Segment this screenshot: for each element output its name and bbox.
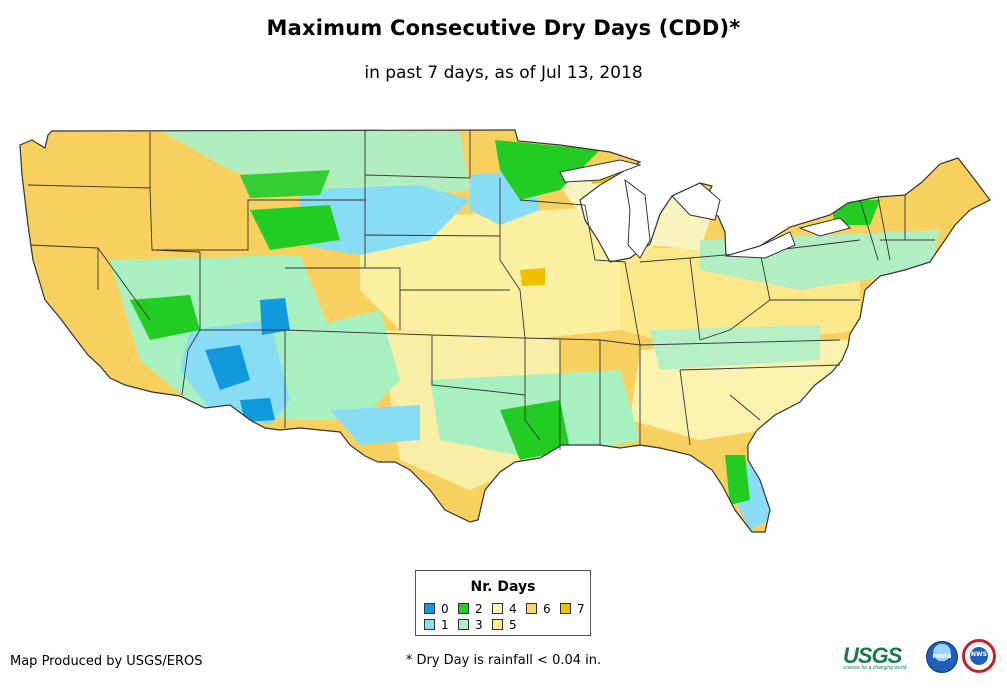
usgs-logo-text: USGS xyxy=(843,643,902,668)
legend-swatch-2 xyxy=(458,603,469,614)
legend-swatch-0 xyxy=(424,603,435,614)
map-credit: Map Produced by USGS/EROS xyxy=(10,654,203,669)
legend-item-2: 2 xyxy=(458,603,483,616)
legend-swatch-3 xyxy=(458,619,469,630)
state-boundaries xyxy=(27,130,935,450)
noaa-logo-text: noaa xyxy=(932,652,952,660)
noaa-logo-icon: noaa xyxy=(926,641,958,673)
legend-label-3: 3 xyxy=(475,618,483,632)
legend-item-7: 7 xyxy=(560,603,585,616)
legend-swatch-1 xyxy=(424,619,435,630)
dry-day-footnote: * Dry Day is rainfall < 0.04 in. xyxy=(405,653,602,668)
legend-label-4: 4 xyxy=(509,602,517,616)
legend-label-7: 7 xyxy=(577,602,585,616)
usgs-logo: USGS science for a changing world xyxy=(843,643,906,671)
legend-swatch-7 xyxy=(560,603,571,614)
map-title: Maximum Consecutive Dry Days (CDD)* xyxy=(266,16,741,40)
legend-item-0: 0 xyxy=(424,603,449,616)
legend-swatch-5 xyxy=(492,619,503,630)
legend-box: Nr. Days 0 1 2 3 4 5 6 7 xyxy=(415,570,591,636)
legend-item-1: 1 xyxy=(424,619,449,632)
legend-item-5: 5 xyxy=(492,619,517,632)
nws-logo-icon: NWS xyxy=(962,639,996,673)
usgs-tagline: science for a changing world xyxy=(843,665,907,671)
legend-item-4: 4 xyxy=(492,603,517,616)
great-lakes xyxy=(559,159,851,259)
legend-label-0: 0 xyxy=(441,602,449,616)
legend-item-3: 3 xyxy=(458,619,483,632)
nws-logo-text: NWS xyxy=(971,651,987,658)
legend-label-6: 6 xyxy=(543,602,551,616)
legend-swatch-4 xyxy=(492,603,503,614)
legend-title: Nr. Days xyxy=(470,579,536,595)
legend-label-1: 1 xyxy=(441,618,449,632)
map-fill-layer xyxy=(20,130,990,532)
legend-label-2: 2 xyxy=(475,602,483,616)
legend-label-5: 5 xyxy=(509,618,517,632)
legend-swatch-6 xyxy=(526,603,537,614)
legend-item-6: 6 xyxy=(526,603,551,616)
map-subtitle: in past 7 days, as of Jul 13, 2018 xyxy=(364,63,643,83)
